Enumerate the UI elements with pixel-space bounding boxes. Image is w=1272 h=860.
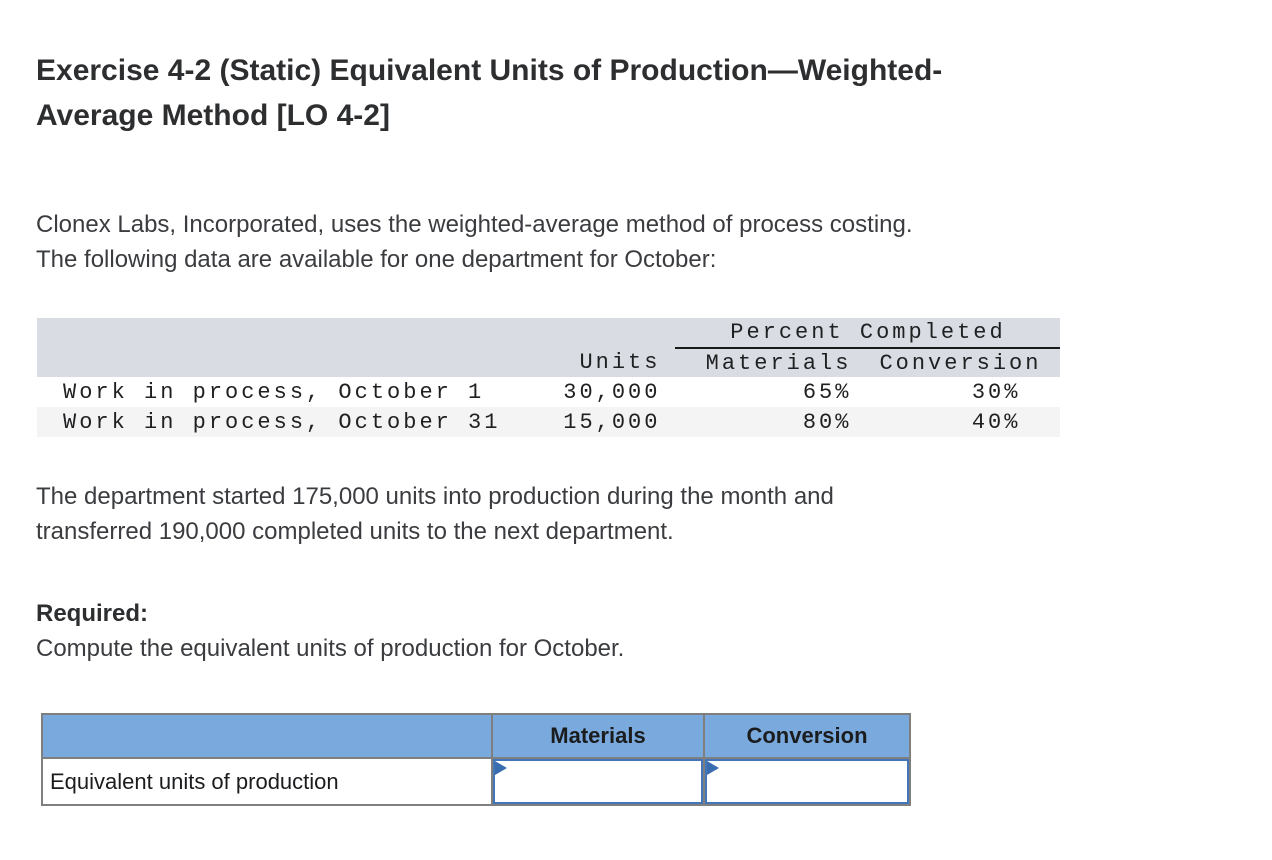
table-row-wip-october-1: Work in process, October 1 30,000 65% 30… [37, 377, 1060, 407]
answer-table: Materials Conversion Equivalent units of… [41, 713, 911, 806]
conversion-input[interactable] [707, 761, 907, 802]
required-task: Compute the equivalent units of producti… [36, 635, 625, 662]
column-header-row: Units Materials Conversion [37, 348, 1061, 377]
page-title: Exercise 4-2 (Static) Equivalent Units o… [36, 48, 1272, 138]
answer-label-column-header [41, 713, 493, 759]
row-label: Work in process, October 1 [63, 379, 485, 405]
materials-percent-value: 80% [802, 409, 852, 435]
answer-row-label: Equivalent units of production [41, 757, 493, 806]
materials-input-box [493, 759, 703, 804]
process-data-table: Percent Completed Units Materials Conver… [37, 318, 1061, 437]
intro-line2: The following data are available for one… [36, 246, 717, 273]
department-line1: The department started 175,000 units int… [36, 483, 834, 510]
row-label: Work in process, October 31 [63, 409, 501, 435]
materials-percent-value: 65% [802, 379, 852, 405]
units-column-header: Units [500, 348, 676, 377]
page-title-line1: Exercise 4-2 (Static) Equivalent Units o… [36, 54, 943, 87]
materials-answer-cell [491, 757, 705, 806]
answer-row-equivalent-units: Equivalent units of production [41, 757, 911, 806]
required-label: Required: [36, 600, 149, 627]
intro-line1: Clonex Labs, Incorporated, uses the weig… [36, 211, 913, 238]
group-header-row: Percent Completed [37, 318, 1061, 349]
department-paragraph: The department started 175,000 units int… [36, 479, 1272, 549]
group-header-spacer [37, 318, 676, 348]
table-row-wip-october-31: Work in process, October 31 15,000 80% 4… [37, 407, 1061, 437]
intro-paragraph: Clonex Labs, Incorporated, uses the weig… [36, 207, 1272, 277]
label-column-header [37, 348, 501, 377]
answer-conversion-header: Conversion [703, 713, 911, 759]
answer-header-row: Materials Conversion [41, 713, 911, 759]
page-title-line2: Average Method [LO 4-2] [36, 99, 390, 132]
conversion-input-box [705, 759, 909, 804]
units-value: 30,000 [563, 379, 661, 405]
conversion-percent-value: 30% [971, 379, 1021, 405]
department-line2: transferred 190,000 completed units to t… [36, 518, 674, 545]
answer-materials-header: Materials [491, 713, 705, 759]
materials-input[interactable] [495, 761, 701, 802]
conversion-column-header: Conversion [851, 348, 1061, 377]
percent-completed-header: Percent Completed [675, 318, 1061, 349]
materials-column-header: Materials [675, 348, 852, 377]
conversion-answer-cell [703, 757, 911, 806]
conversion-percent-value: 40% [971, 409, 1021, 435]
units-value: 15,000 [563, 409, 661, 435]
